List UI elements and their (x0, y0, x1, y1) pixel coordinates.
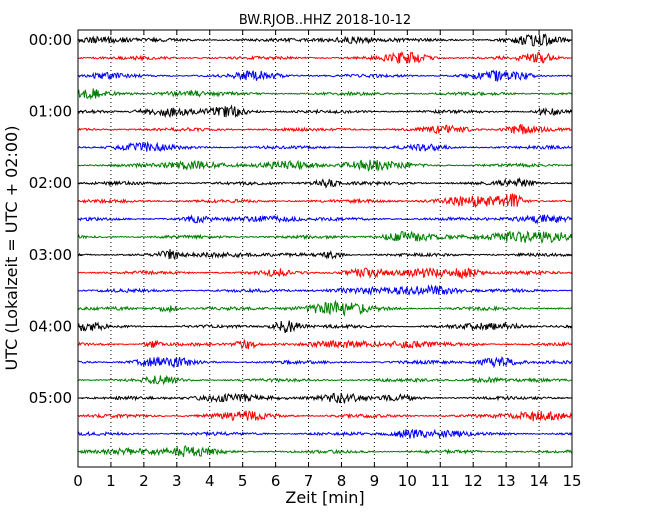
trace-line (77, 88, 573, 101)
x-tick-label: 3 (172, 472, 182, 490)
y-axis: 00:00 01:00 02:00 03:00 04:00 05:00 (29, 31, 572, 407)
x-tick-label: 10 (398, 472, 417, 490)
x-tick-label: 6 (271, 472, 281, 490)
plot-frame (77, 29, 573, 468)
x-tick-label: 11 (431, 472, 450, 490)
trace-line (77, 214, 573, 225)
y-tick-label: 04:00 (29, 317, 72, 335)
y-tick-label: 05:00 (29, 389, 72, 407)
y-tick-label: 00:00 (29, 31, 72, 49)
traces-group (77, 33, 573, 458)
trace-line (77, 299, 572, 317)
trace-line (77, 159, 572, 173)
trace-line (77, 374, 572, 386)
y-tick-label: 02:00 (29, 174, 72, 192)
x-tick-label: 13 (497, 472, 516, 490)
x-tick-label: 0 (73, 472, 83, 490)
y-tick-label: 01:00 (29, 103, 72, 121)
x-tick-label: 5 (238, 472, 248, 490)
trace-line (77, 284, 572, 296)
trace-line (77, 176, 572, 189)
x-tick-label: 1 (106, 472, 116, 490)
x-tick-label: 7 (304, 472, 314, 490)
trace-line (77, 428, 573, 440)
x-axis: 0 1 2 3 4 5 6 7 8 9 10 11 12 13 14 15 (73, 30, 582, 490)
trace-line (77, 193, 572, 209)
x-tick-label: 15 (562, 472, 581, 490)
trace-line (77, 444, 573, 458)
trace-line (77, 50, 572, 65)
x-tick-label: 8 (337, 472, 347, 490)
trace-line (77, 267, 573, 280)
trace-line (77, 320, 572, 333)
x-tick-label: 4 (205, 472, 215, 490)
trace-line (77, 392, 572, 404)
x-axis-label: Zeit [min] (285, 488, 364, 507)
trace-line (77, 249, 572, 261)
trace-line (77, 339, 572, 350)
trace-line (77, 410, 573, 422)
trace-line (77, 230, 573, 245)
y-tick-label: 03:00 (29, 246, 72, 264)
trace-line (77, 123, 572, 135)
trace-line (77, 140, 572, 152)
trace-line (77, 33, 572, 47)
x-tick-label: 2 (139, 472, 149, 490)
trace-line (77, 356, 573, 369)
trace-line (77, 104, 573, 119)
y-axis-label: UTC (Lokalzeit = UTC + 02:00) (2, 126, 21, 371)
x-tick-label: 9 (370, 472, 380, 490)
chart-title: BW.RJOB..HHZ 2018-10-12 (239, 13, 411, 28)
grid-group (110, 30, 540, 467)
x-tick-label: 12 (464, 472, 483, 490)
x-tick-label: 14 (530, 472, 549, 490)
trace-line (77, 69, 572, 82)
